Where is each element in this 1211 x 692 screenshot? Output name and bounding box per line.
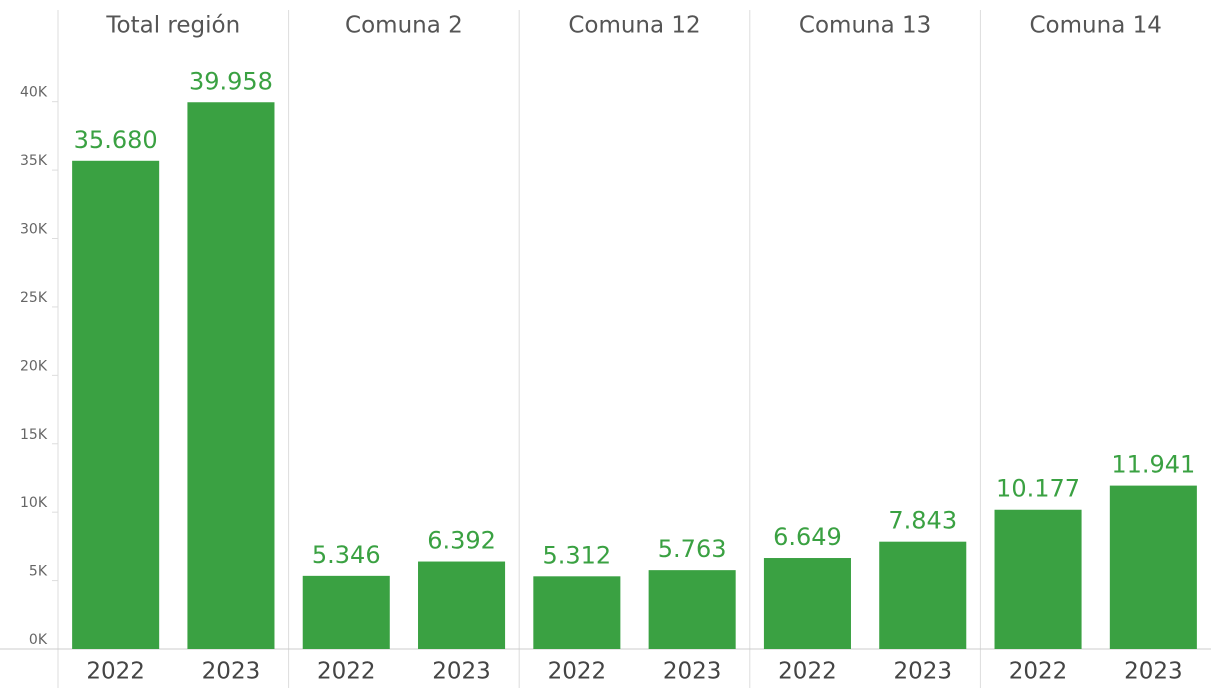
- panel-header: Comuna 14: [1030, 13, 1162, 39]
- x-tick-label: 2022: [1009, 659, 1068, 685]
- y-tick-label: 40K: [20, 85, 48, 101]
- bar: [187, 102, 275, 650]
- y-tick-label: 25K: [20, 290, 48, 306]
- value-label: 5.346: [312, 541, 381, 569]
- bar: [1109, 485, 1197, 649]
- x-tick-label: 2023: [663, 659, 722, 685]
- value-label: 10.177: [996, 475, 1080, 503]
- bar: [72, 160, 160, 649]
- value-label: 6.392: [427, 527, 496, 555]
- y-tick-label: 0K: [29, 632, 48, 648]
- y-tick-label: 20K: [20, 358, 48, 374]
- x-tick-label: 2022: [548, 659, 607, 685]
- panel-header: Total región: [105, 13, 240, 39]
- bar: [648, 570, 736, 649]
- y-tick-label: 35K: [20, 153, 48, 169]
- bar: [302, 575, 390, 649]
- y-tick-label: 10K: [20, 495, 48, 511]
- y-tick-label: 15K: [20, 427, 48, 443]
- bar: [533, 576, 621, 649]
- value-label: 5.312: [542, 541, 611, 569]
- x-tick-label: 2022: [317, 659, 376, 685]
- bar: [763, 558, 851, 649]
- value-label: 7.843: [888, 507, 957, 535]
- value-label: 11.941: [1111, 451, 1195, 479]
- x-tick-label: 2022: [778, 659, 837, 685]
- bar: [879, 541, 967, 649]
- value-label: 5.763: [658, 535, 727, 563]
- value-label: 35.680: [74, 126, 158, 154]
- x-tick-label: 2023: [1124, 659, 1183, 685]
- value-label: 39.958: [189, 67, 273, 95]
- x-tick-label: 2022: [86, 659, 145, 685]
- bar: [418, 561, 506, 649]
- x-tick-label: 2023: [202, 659, 261, 685]
- x-tick-label: 2023: [432, 659, 491, 685]
- y-tick-label: 5K: [29, 564, 48, 580]
- panel-header: Comuna 12: [568, 13, 700, 39]
- panel-header: Comuna 2: [345, 13, 463, 39]
- y-tick-label: 30K: [20, 222, 48, 238]
- x-tick-label: 2023: [893, 659, 952, 685]
- panel-header: Comuna 13: [799, 13, 931, 39]
- value-label: 6.649: [773, 523, 842, 551]
- bar: [994, 509, 1082, 649]
